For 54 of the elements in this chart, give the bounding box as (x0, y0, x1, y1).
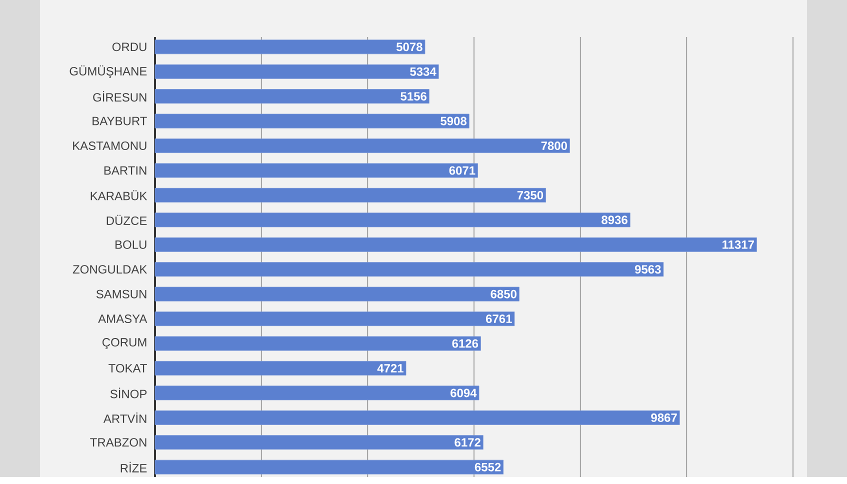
bar (154, 435, 484, 450)
data-label: 5334 (410, 67, 436, 76)
bar (154, 138, 570, 154)
bar (154, 89, 430, 104)
bar (154, 386, 480, 400)
data-label: 9563 (634, 265, 661, 274)
bar (154, 410, 680, 425)
bar (154, 460, 504, 474)
y-tick-label: GÜMÜŞHANE (70, 65, 147, 78)
data-label: 6071 (449, 166, 476, 175)
bar (154, 114, 470, 128)
data-label: 6850 (490, 290, 516, 298)
data-label: 4721 (377, 364, 404, 372)
data-label: 7350 (517, 191, 544, 200)
bar (154, 212, 630, 228)
data-label: 5908 (440, 116, 467, 126)
bar (154, 40, 426, 54)
data-label: 11317 (722, 240, 754, 249)
y-tick-label: TOKAT (108, 364, 147, 373)
data-label: 6761 (486, 314, 512, 324)
y-tick-label: SİNOP (110, 388, 147, 398)
bar (154, 64, 439, 79)
bar (154, 286, 520, 302)
y-tick-label: ORDU (112, 42, 146, 52)
y-tick-label: KARABÜK (90, 190, 148, 200)
y-tick-label: BAYBURT (92, 116, 147, 126)
bar (154, 361, 406, 376)
bar (154, 237, 757, 252)
data-label: 6172 (454, 438, 480, 447)
y-tick-label: RİZE (120, 462, 147, 472)
data-label: 9867 (651, 413, 677, 422)
y-tick-label: GİRESUN (93, 91, 146, 102)
data-label: 6094 (450, 388, 477, 398)
y-tick-label: TRABZON (90, 438, 146, 447)
bar (154, 312, 515, 326)
data-label: 5156 (400, 92, 426, 101)
y-tick-label: DÜZCE (106, 214, 147, 226)
data-label: 7800 (541, 142, 567, 150)
data-label: 5078 (396, 42, 422, 52)
y-tick-label: BARTIN (104, 166, 146, 175)
y-tick-label: ZONGULDAK (72, 265, 148, 274)
bar (154, 163, 478, 178)
data-label: 6126 (452, 339, 478, 348)
y-tick-label: BOLU (116, 240, 146, 249)
y-tick-label: ARTVİN (103, 412, 146, 423)
y-tick-label: ÇORUM (102, 338, 146, 350)
bar (154, 262, 664, 277)
data-label: 8936 (602, 216, 628, 224)
y-tick-label: KASTAMONU (73, 142, 146, 150)
bar (154, 336, 481, 351)
y-tick-label: SAMSUN (96, 290, 146, 298)
y-tick-label: AMASYA (98, 314, 148, 324)
data-label: 6552 (474, 462, 501, 472)
bar (154, 188, 546, 203)
